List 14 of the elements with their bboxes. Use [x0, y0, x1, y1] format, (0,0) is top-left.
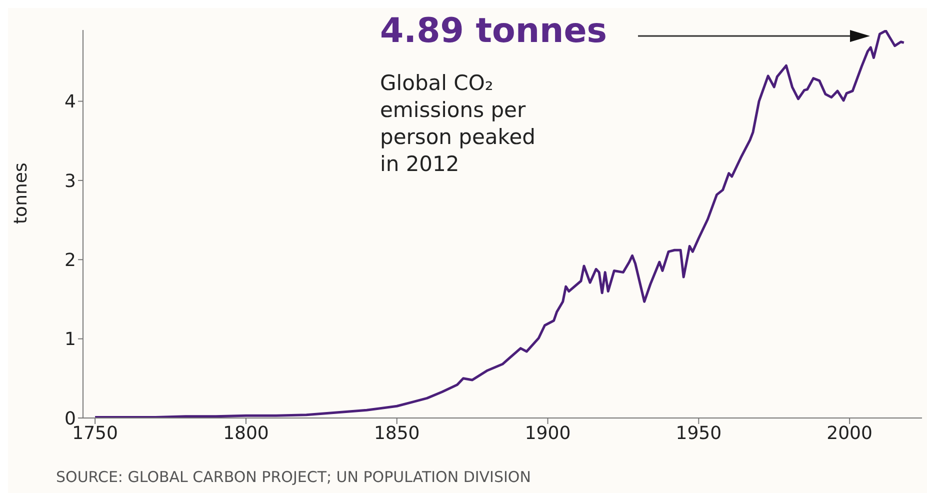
annotation: Global CO₂ emissions per person peaked in 2012	[380, 70, 536, 178]
y-tick-label: 4	[64, 92, 76, 113]
x-tick-label: 1950	[676, 422, 722, 444]
x-tick-label: 1750	[72, 422, 118, 444]
x-tick-label: 1800	[223, 422, 269, 444]
x-tick-label: 1900	[524, 422, 571, 444]
x-tick-label: 1850	[374, 422, 420, 444]
x-tick-label: 2000	[826, 422, 872, 444]
annotation: 4.89 tonnes	[380, 10, 608, 52]
y-tick-label: 1	[64, 329, 76, 350]
y-axis-title: tonnes	[10, 162, 32, 224]
y-tick-label: 3	[64, 170, 76, 192]
y-tick-label: 2	[64, 250, 76, 272]
source-note: SOURCE: GLOBAL CARBON PROJECT; UN POPULATION DIVISION	[56, 468, 531, 486]
